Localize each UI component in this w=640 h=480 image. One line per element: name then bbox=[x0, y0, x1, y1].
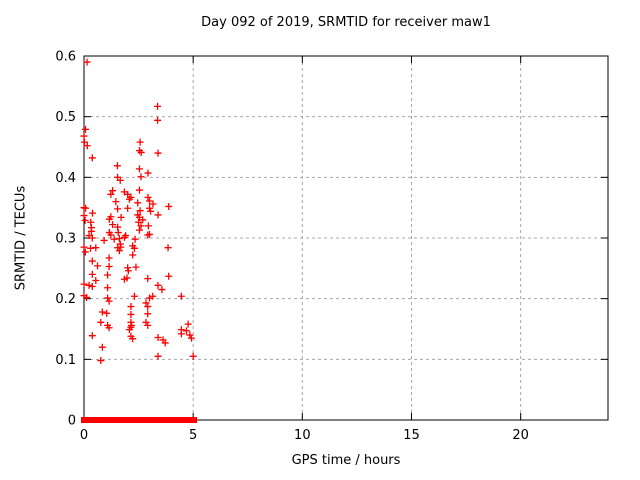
x-tick-label: 10 bbox=[294, 428, 311, 443]
baseline-points bbox=[81, 417, 198, 423]
y-tick-label: 0.1 bbox=[55, 353, 76, 368]
x-tick-label: 0 bbox=[80, 428, 88, 443]
tick-labels: 0 5 10 15 20 0 0.1 0.2 0.3 0.4 0.5 0.6 bbox=[55, 50, 529, 444]
x-tick-label: 5 bbox=[189, 428, 197, 443]
y-tick-label: 0 bbox=[68, 414, 76, 429]
x-tick-label: 20 bbox=[512, 428, 529, 443]
y-tick-label: 0.5 bbox=[55, 110, 76, 125]
x-tick-label: 15 bbox=[403, 428, 420, 443]
y-tick-label: 0.3 bbox=[55, 232, 76, 247]
chart-title: Day 092 of 2019, SRMTID for receiver maw… bbox=[201, 15, 491, 30]
y-tick-label: 0.4 bbox=[55, 171, 76, 186]
x-axis-label: GPS time / hours bbox=[291, 453, 401, 468]
gridlines bbox=[84, 56, 608, 420]
y-tick-label: 0.6 bbox=[55, 50, 76, 65]
data-points bbox=[80, 58, 197, 365]
y-tick-label: 0.2 bbox=[55, 292, 76, 307]
